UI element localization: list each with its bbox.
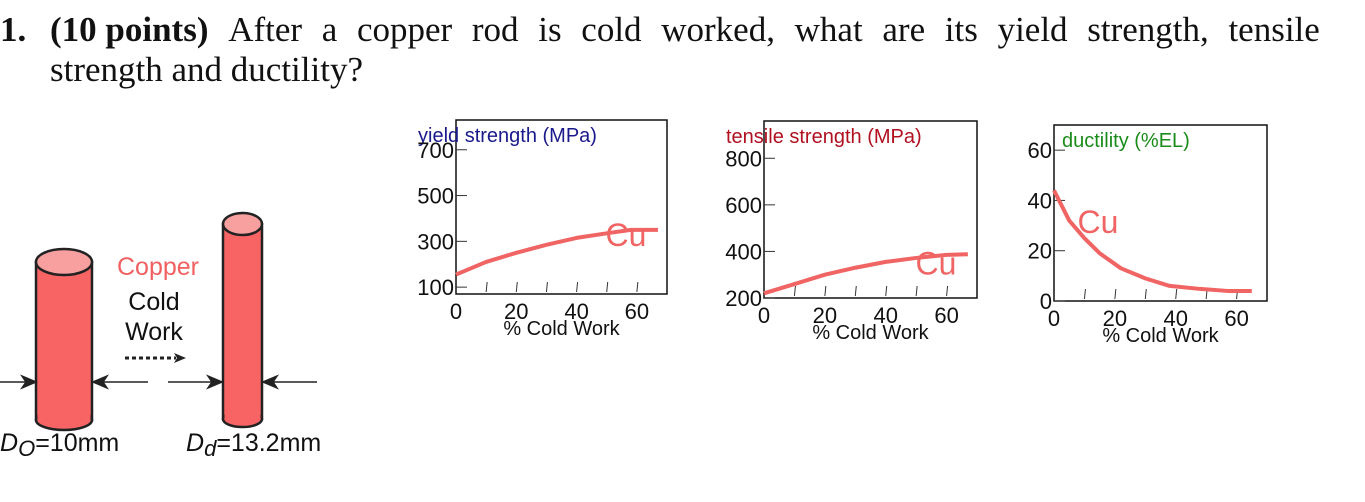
chart-title: yield strength (MPa)	[418, 125, 597, 147]
x-tick-label: 40	[564, 299, 588, 324]
cu-curve	[763, 252, 968, 296]
x-tick-label: 20	[813, 303, 837, 328]
cold-label: Cold	[128, 288, 179, 316]
y-tick-label: 500	[417, 184, 454, 209]
x-tick-label: 20	[1103, 306, 1127, 331]
question-word: its	[944, 10, 978, 49]
y-tick-label: 800	[725, 146, 762, 171]
question-word: a	[321, 10, 338, 49]
chart-title: ductility (%EL)	[1062, 130, 1190, 152]
question-line-1: 1. (10 points) After a copper rod is cold worke…	[0, 10, 1320, 50]
original-rod	[34, 247, 94, 432]
x-tick-label: 0	[450, 299, 462, 324]
chart-title: tensile strength (MPa)	[726, 126, 922, 148]
y-tick-label: 100	[417, 275, 454, 300]
series-label-cu: Cu	[1078, 204, 1119, 240]
series-label-cu: Cu	[916, 246, 957, 282]
question-word: what	[794, 10, 863, 49]
y-tick-label: 40	[1028, 188, 1052, 213]
tensile-strength-chart: tensile strength (MPa) 200 400 600 800 0 20 40 6…	[725, 120, 978, 344]
question-word: copper	[356, 10, 453, 49]
drawn-rod	[221, 211, 264, 429]
question-word: rod	[471, 10, 519, 49]
plot-frame	[455, 119, 668, 295]
series-label-cu: Cu	[606, 217, 647, 253]
question-points: (10 points)	[50, 10, 209, 49]
plot-frame	[1053, 124, 1268, 302]
x-tick-label: 60	[934, 303, 958, 328]
question-word: is	[538, 10, 562, 49]
d0-label: DO=10mm	[0, 429, 119, 461]
y-tick-label: 400	[725, 239, 762, 264]
x-tick-label: 0	[758, 303, 770, 328]
x-tick-label: 40	[1163, 306, 1187, 331]
yield-strength-chart: yield strength (MPa) 100 300 500 700 0 20 40 60%…	[417, 119, 668, 340]
x-tick-label: 20	[504, 299, 528, 324]
y-tick-label: 60	[1028, 138, 1052, 163]
x-tick-label: 60	[1224, 306, 1248, 331]
question-word: After	[228, 10, 303, 49]
diameter-arrows	[0, 374, 317, 390]
y-tick-label: 200	[725, 286, 762, 311]
x-tick-label: 60	[625, 299, 649, 324]
question-word: strength,	[1087, 10, 1209, 49]
y-tick-label: 0	[1040, 289, 1052, 314]
y-tick-label: 600	[725, 193, 762, 218]
x-axis-label: % Cold Work	[503, 318, 620, 340]
cu-curve	[1052, 189, 1252, 293]
work-label: Work	[125, 318, 183, 346]
dd-label: Dd=13.2mm	[186, 429, 321, 461]
copper-label: Copper	[117, 253, 199, 281]
question-line-2: strength and ductility?	[50, 50, 363, 89]
question-word: worked,	[661, 10, 775, 49]
x-tick-label: 0	[1048, 306, 1060, 331]
x-tick-label: 40	[873, 303, 897, 328]
x-axis-label: % Cold Work	[812, 322, 929, 344]
y-tick-label: 20	[1028, 239, 1052, 264]
plot-frame	[763, 120, 978, 299]
cu-curve	[455, 227, 658, 277]
x-axis-label: % Cold Work	[1102, 325, 1219, 347]
question-number: 1.	[0, 10, 27, 49]
question-word: tensile	[1228, 10, 1320, 49]
question-word: cold	[581, 10, 642, 49]
question-word: are	[882, 10, 926, 49]
y-tick-label: 300	[417, 229, 454, 254]
cold-work-diagram: Copper Cold Work DO=10mm Dd=13.2mm	[0, 211, 321, 461]
question-text: 1. (10 points) After a copper rod is cold worke…	[0, 10, 1320, 90]
question-word: yield	[997, 10, 1068, 49]
y-tick-label: 700	[417, 138, 454, 163]
